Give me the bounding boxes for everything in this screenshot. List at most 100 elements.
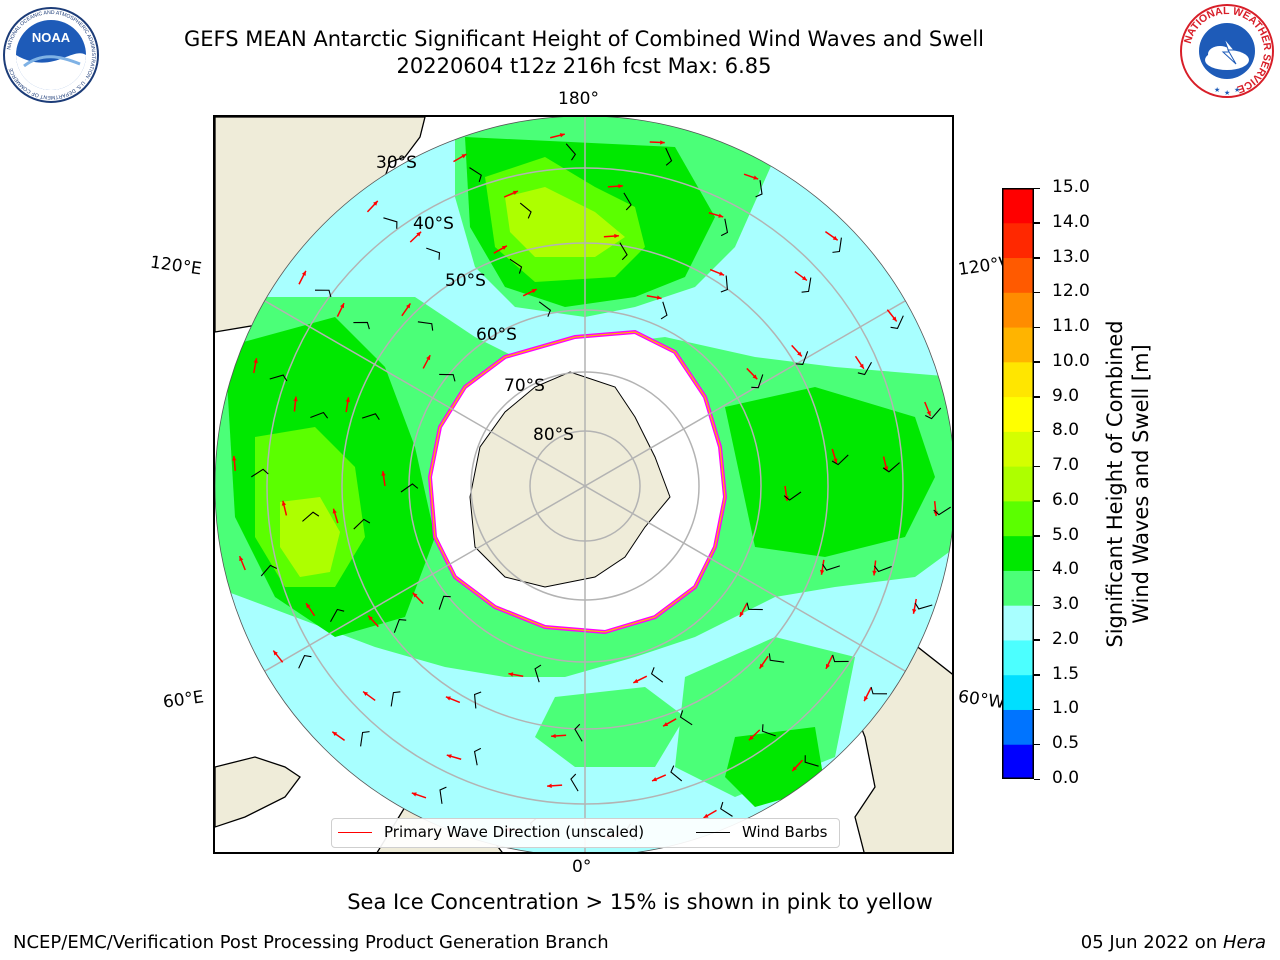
colorbar-tick-label: 1.0 [1052, 698, 1080, 719]
wind-barb [720, 275, 729, 293]
lon-label-60w: 60°W [956, 686, 1007, 714]
colorbar-tick-mark [1034, 291, 1040, 294]
svg-text:★: ★ [1234, 86, 1240, 94]
wind-barb [679, 710, 693, 726]
colorbar-tick-label: 11.0 [1052, 316, 1090, 337]
lat-label-60s: 60°S [476, 325, 517, 345]
wind-barb [439, 786, 447, 804]
colorbar-tick-label: 9.0 [1052, 385, 1080, 406]
wave-arrow-head [416, 231, 422, 237]
colorbar-tick-label: 13.0 [1052, 246, 1090, 267]
colorbar-tick-label: 0.0 [1052, 768, 1080, 788]
wind-barb [574, 723, 583, 742]
colorbar-tick-mark [1034, 639, 1040, 641]
wind-barb [650, 667, 664, 683]
colorbar-tick-label: 0.5 [1052, 733, 1080, 754]
wave-arrow-head [703, 813, 709, 818]
wind-barb [390, 691, 401, 707]
wave-arrow-head [293, 396, 298, 402]
wave-arrow-head [859, 363, 864, 369]
wind-barb [400, 483, 419, 493]
colorbar-band [1002, 188, 1034, 224]
wind-barb [665, 147, 673, 166]
wave-arrow-head [281, 500, 287, 506]
colorbar-band [1002, 327, 1034, 363]
colorbar-label: Significant Height of Combined Wind Wave… [1103, 320, 1153, 648]
wind-barb [890, 315, 904, 330]
wind-barb [831, 454, 849, 466]
wave-arrow-head [912, 608, 917, 614]
colorbar-tick-label: 10.0 [1052, 350, 1090, 371]
colorbar-tick-mark [1034, 674, 1040, 676]
wind-barb [298, 654, 312, 669]
map-panel[interactable] [213, 115, 954, 854]
wind-barb [473, 747, 482, 766]
wave-arrow-head [332, 731, 338, 737]
wave-arrow-head [381, 471, 386, 476]
wave-arrow-head [652, 777, 658, 782]
nws-logo: NATIONAL WEATHER SERVICE ★ ★ ★ [1180, 4, 1274, 98]
wave-arrow-head [802, 276, 807, 281]
wind-barb [538, 301, 552, 317]
wave-arrow-head [833, 458, 838, 464]
wave-arrow-head [660, 140, 665, 145]
wind-barb [330, 608, 345, 623]
colorbar-tick-mark [1034, 222, 1040, 224]
wind-barb [623, 192, 632, 211]
wind-barb [751, 374, 764, 389]
wave-arrows [232, 133, 951, 841]
wind-barb [315, 289, 332, 298]
wave-arrow-head [345, 397, 350, 403]
wind-barb [439, 373, 456, 382]
wave-arrow-head [792, 766, 797, 772]
wave-arrow-head [618, 184, 623, 189]
wave-arrow-head [719, 271, 725, 276]
wind-barb [353, 321, 370, 330]
colorbar-tick-label: 5.0 [1052, 524, 1080, 545]
legend-wave-direction: Primary Wave Direction (unscaled) [338, 823, 644, 841]
lon-label-120e: 120°E [148, 252, 203, 280]
wind-barb [383, 217, 398, 229]
colorbar-band [1002, 292, 1034, 328]
colorbar-tick-mark [1034, 430, 1040, 433]
colorbar-tick-mark [1034, 604, 1040, 607]
wave-arrow-head [501, 245, 507, 250]
wave-arrow-head [446, 754, 452, 759]
wave-arrow-head [832, 235, 838, 241]
wave-arrow-head [656, 295, 662, 300]
colorbar-tick-label: 2.0 [1052, 628, 1080, 649]
noaa-logo-text: NOAA [32, 30, 71, 45]
wind-barb [310, 411, 329, 419]
colorbar-band [1002, 257, 1034, 293]
wind-barb [473, 691, 482, 709]
legend: Primary Wave Direction (unscaled) Wind B… [331, 818, 840, 848]
wind-barb [746, 602, 763, 611]
wind-barb [426, 247, 441, 260]
wind-barb [822, 564, 841, 571]
colorbar-tick-mark [1034, 361, 1040, 363]
wind-barb [469, 167, 482, 183]
colorbar-band [1002, 222, 1034, 259]
colorbar-tick-mark [1034, 396, 1040, 398]
wave-arrow-head [864, 696, 869, 702]
legend-wave-swatch [338, 831, 372, 833]
colorbar-tick-mark [1034, 569, 1040, 572]
wave-arrow-head [306, 603, 311, 609]
colorbar-tick-label: 1.5 [1052, 663, 1080, 684]
wave-arrow-head [820, 569, 825, 575]
svg-text:★: ★ [1224, 89, 1230, 97]
wave-arrow-head [551, 733, 556, 739]
wave-arrow-head [739, 611, 744, 617]
colorbar-band [1002, 500, 1034, 537]
wind-barb [393, 618, 407, 633]
lat-label-40s: 40°S [413, 214, 454, 234]
wave-arrow-head [663, 722, 669, 727]
antarctica [469, 371, 671, 588]
footer-date: 05 Jun 2022 on Hera [1080, 932, 1266, 953]
lat-label-50s: 50°S [445, 271, 486, 291]
wind-barb [302, 511, 320, 522]
wind-barb [361, 413, 380, 420]
wind-barb [804, 755, 819, 767]
wave-arrow-head [253, 358, 258, 364]
wave-arrow-head [718, 213, 724, 218]
